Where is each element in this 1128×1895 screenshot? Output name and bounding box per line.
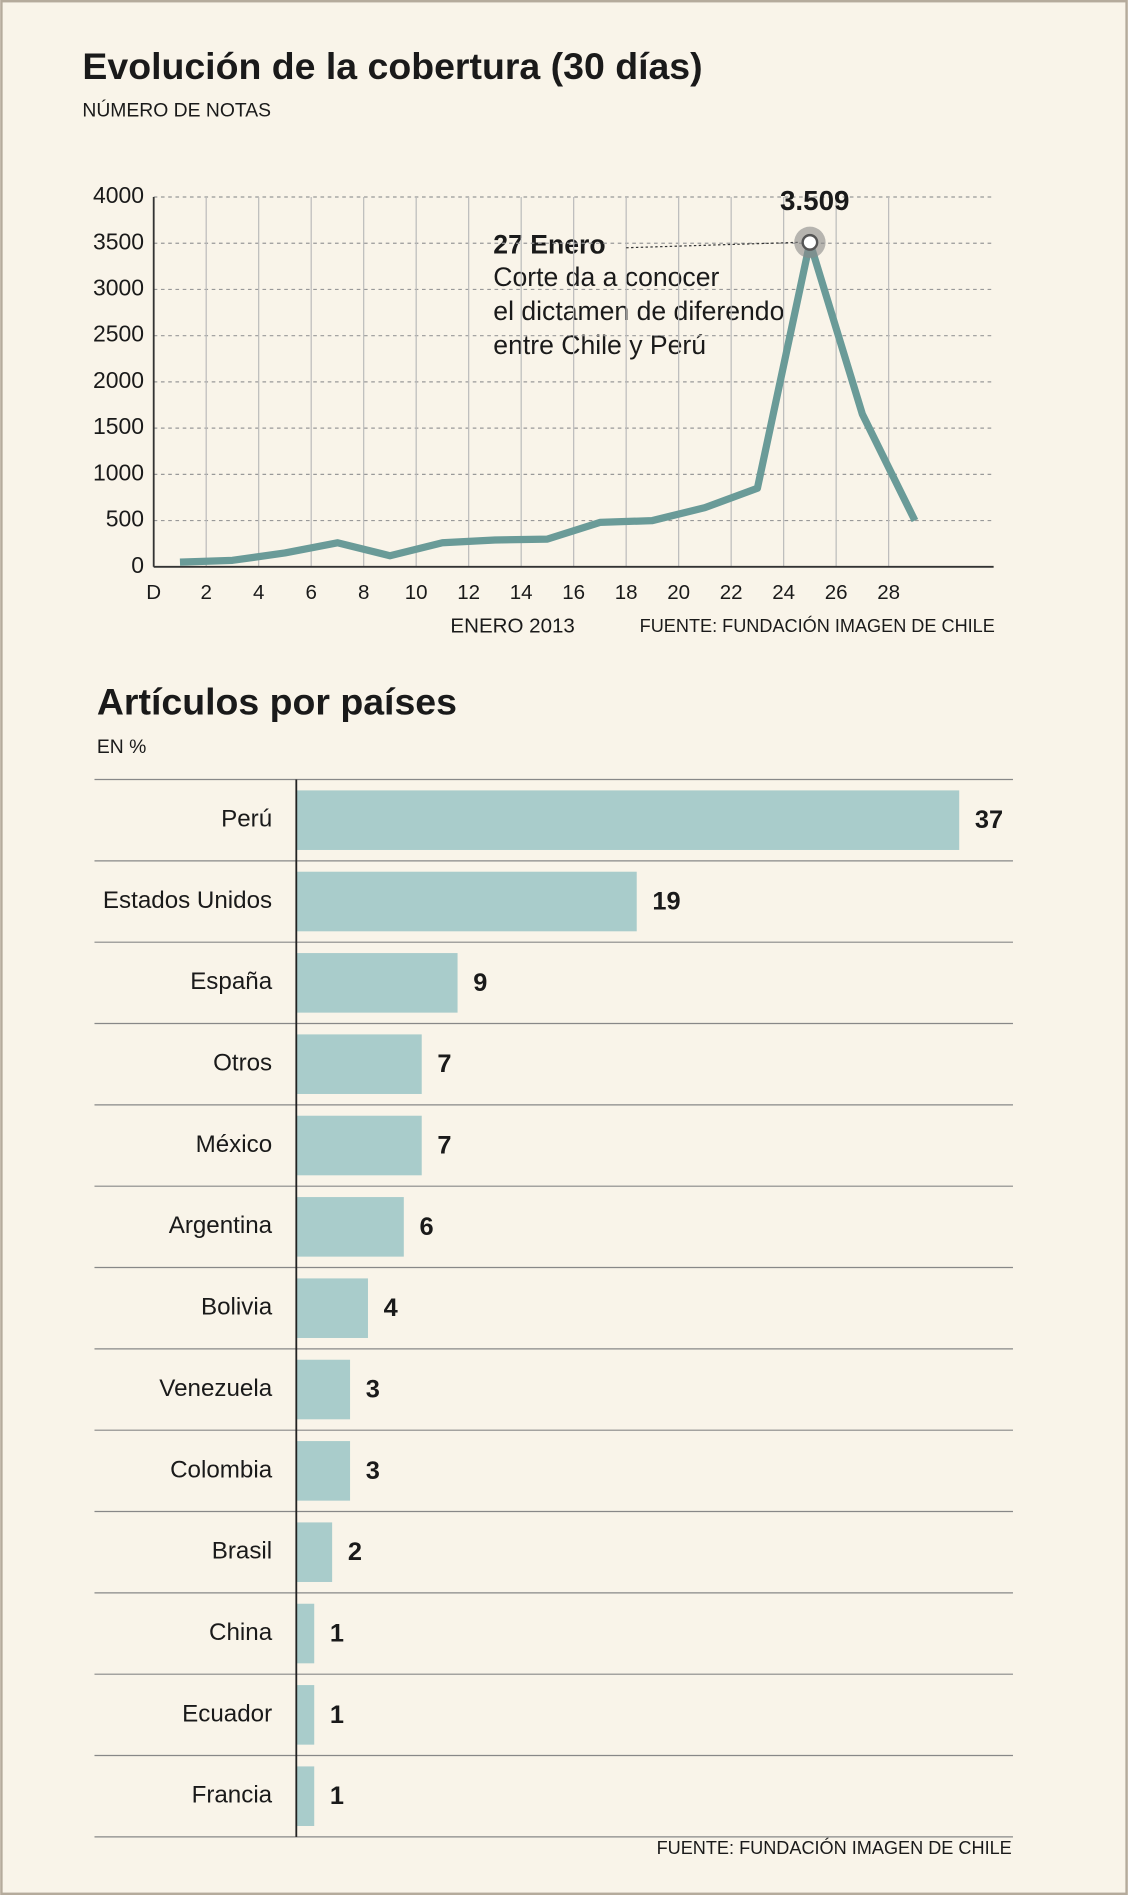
bar — [296, 871, 637, 932]
annotation-line: entre Chile y Perú — [493, 330, 706, 360]
y-tick-label: 3000 — [93, 275, 144, 301]
category-label: Colombia — [170, 1456, 273, 1483]
y-tick-label: 4000 — [93, 182, 144, 208]
category-label: Perú — [221, 806, 272, 833]
bar — [296, 1278, 368, 1338]
value-label: 2 — [348, 1538, 362, 1566]
bar — [296, 953, 458, 1013]
value-label: 4 — [384, 1294, 398, 1322]
x-tick-label: 4 — [253, 581, 264, 604]
x-tick-label: 24 — [772, 581, 795, 604]
annotation-line: Corte da a conocer — [493, 262, 719, 292]
x-axis-label: ENERO 2013 — [450, 615, 574, 638]
bar — [296, 1197, 404, 1257]
category-label: Estados Unidos — [103, 887, 272, 914]
y-tick-label: 500 — [106, 506, 144, 532]
value-label: 1 — [330, 1782, 344, 1810]
annotation-title: 27 Enero — [493, 230, 605, 260]
value-label: 3 — [366, 1375, 380, 1403]
value-label: 1 — [330, 1701, 344, 1729]
value-label: 7 — [437, 1050, 451, 1078]
x-tick-label: D — [146, 581, 161, 604]
x-tick-label: 22 — [720, 581, 743, 604]
bar — [296, 1685, 315, 1745]
value-label: 37 — [975, 806, 1003, 834]
value-label: 3.509 — [780, 185, 850, 216]
category-label: Otros — [213, 1050, 272, 1077]
y-tick-label: 2500 — [93, 321, 144, 347]
data-line — [179, 238, 919, 566]
source: FUENTE: FUNDACIÓN IMAGEN DE CHILE — [640, 615, 995, 636]
x-tick-label: 16 — [562, 581, 585, 604]
x-tick-label: 20 — [667, 581, 690, 604]
x-tick-label: 10 — [405, 581, 428, 604]
x-tick-label: 26 — [825, 581, 848, 604]
category-label: México — [196, 1131, 273, 1158]
value-label: 6 — [420, 1213, 434, 1241]
bar — [296, 790, 960, 850]
peak-marker-inner — [801, 233, 819, 251]
chart-title: Evolución de la cobertura (30 días) — [82, 45, 702, 87]
y-tick-label: 1500 — [93, 413, 144, 439]
annotation-line: el dictamen de diferendo — [493, 296, 784, 326]
bar — [296, 1522, 333, 1582]
category-label: Brasil — [212, 1538, 272, 1565]
value-label: 9 — [473, 969, 487, 997]
y-tick-label: 3500 — [93, 228, 144, 254]
x-tick-label: 14 — [510, 581, 533, 604]
x-tick-label: 12 — [457, 581, 480, 604]
value-label: 7 — [437, 1131, 451, 1159]
bar — [296, 1359, 351, 1420]
chart-subtitle: EN % — [97, 737, 146, 758]
x-tick-label: 8 — [358, 581, 369, 604]
bar — [296, 1034, 422, 1094]
chart-title: Artículos por países — [97, 680, 457, 722]
x-tick-label: 28 — [877, 581, 900, 604]
bar — [296, 1441, 351, 1501]
y-tick-label: 0 — [131, 552, 144, 578]
value-label: 19 — [652, 887, 680, 915]
y-tick-label: 1000 — [93, 459, 144, 485]
bar — [296, 1766, 315, 1826]
category-label: Argentina — [169, 1212, 273, 1239]
category-label: Bolivia — [201, 1294, 273, 1321]
category-label: España — [190, 968, 272, 995]
category-label: Venezuela — [159, 1375, 272, 1402]
category-label: Francia — [192, 1782, 273, 1809]
bar — [296, 1115, 422, 1176]
y-tick-label: 2000 — [93, 367, 144, 393]
x-tick-label: 2 — [200, 581, 211, 604]
x-tick-label: 6 — [305, 581, 316, 604]
category-label: Ecuador — [182, 1700, 272, 1727]
value-label: 3 — [366, 1457, 380, 1485]
value-label: 1 — [330, 1619, 344, 1647]
category-label: China — [209, 1619, 273, 1646]
source: FUENTE: FUNDACIÓN IMAGEN DE CHILE — [657, 1837, 1012, 1858]
bar — [296, 1603, 315, 1664]
chart-subtitle: NÚMERO DE NOTAS — [82, 98, 271, 121]
x-tick-label: 18 — [615, 581, 638, 604]
